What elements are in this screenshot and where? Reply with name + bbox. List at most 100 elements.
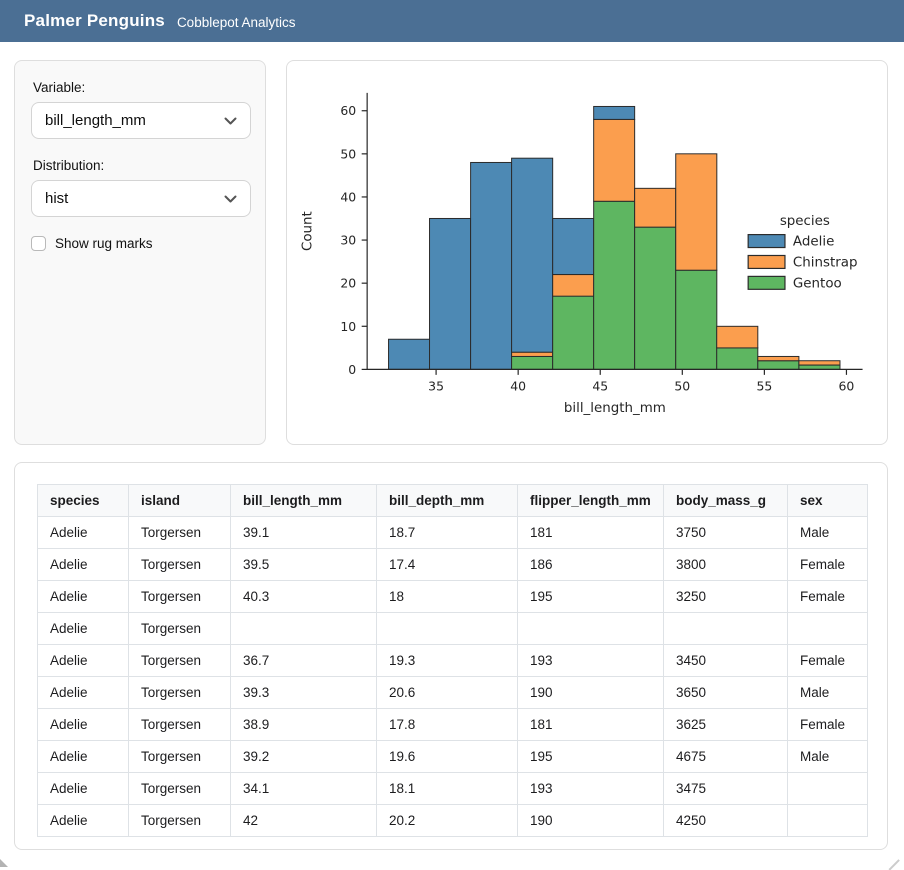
table-cell: 186 [517,548,664,581]
y-tick-label: 60 [340,103,356,118]
legend-entry-label: Adelie [793,235,834,250]
table-cell: Adelie [37,644,129,677]
column-header: island [128,484,231,517]
controls-sidebar: Variable: bill_length_mm Distribution: h… [14,60,266,445]
table-cell: 193 [517,772,664,805]
table-cell: 4250 [663,804,788,837]
histogram-bar [388,338,431,370]
table-cell: 40.3 [230,580,377,613]
histogram-bar [757,360,800,370]
column-header: sex [787,484,868,517]
y-tick-label: 0 [348,362,356,377]
table-cell [663,612,788,645]
histogram-bar [593,118,636,202]
table-cell: Adelie [37,804,129,837]
table-cell: 18 [376,580,518,613]
table-cell: Female [787,580,868,613]
table-cell: Adelie [37,740,129,773]
histogram-bar [675,153,718,271]
histogram-bar [429,217,472,370]
histogram-bar [511,351,554,357]
table-row: Adelie Torgersen 42 20.2 190 4250 [37,804,868,837]
table-row: Adelie Torgersen 34.1 18.1 193 3475 [37,772,868,805]
histogram-bar [798,360,841,366]
table-cell: Adelie [37,676,129,709]
table-cell: 4675 [663,740,788,773]
table-header-row: species island bill_length_mm bill_depth_mm… [37,484,868,517]
x-tick-label: 35 [428,378,444,393]
table-cell: 42 [230,804,377,837]
table-cell: 3750 [663,516,788,549]
histogram-bar [511,157,554,353]
table-row: Adelie Torgersen 39.2 19.6 195 4675 Male [37,740,868,773]
table-cell: 3450 [663,644,788,677]
app-title: Palmer Penguins [24,11,165,30]
table-cell: 3625 [663,708,788,741]
table-cell: 195 [517,740,664,773]
column-header: bill_length_mm [230,484,377,517]
table-cell: Adelie [37,612,129,645]
table-cell: 36.7 [230,644,377,677]
rug-checkbox[interactable] [31,236,46,251]
histogram-bar [716,325,759,349]
column-header: body_mass_g [663,484,788,517]
table-cell [787,772,868,805]
table-cell: Torgersen [128,708,231,741]
table-cell: 38.9 [230,708,377,741]
variable-select[interactable]: bill_length_mm [31,102,251,139]
y-tick-label: 50 [340,146,356,161]
histogram-bar [634,187,677,228]
y-tick-label: 30 [340,233,356,248]
y-axis-label: Count [300,211,315,251]
legend-entry-label: Gentoo [793,276,842,291]
penguins-table: species island bill_length_mm bill_depth_mm… [37,484,868,837]
table-cell: 193 [517,644,664,677]
table-card: species island bill_length_mm bill_depth_mm… [14,462,888,850]
table-cell: Torgersen [128,516,231,549]
app-header: Palmer Penguins Cobblepot Analytics [0,0,904,42]
y-tick-label: 20 [340,276,356,291]
table-cell: 18.1 [376,772,518,805]
histogram-bar [798,364,841,370]
table-cell: Adelie [37,516,129,549]
column-header: species [37,484,129,517]
table-row: Adelie Torgersen 38.9 17.8 181 3625 Female [37,708,868,741]
table-cell: 39.2 [230,740,377,773]
legend-swatch [747,275,786,290]
table-cell: Female [787,548,868,581]
histogram-bar [470,161,513,370]
table-cell: Female [787,644,868,677]
distribution-label: Distribution: [33,158,105,173]
y-tick-label: 40 [340,189,356,204]
table-row: Adelie Torgersen 39.5 17.4 186 3800 Female [37,548,868,581]
table-cell: 3250 [663,580,788,613]
table-cell: 19.6 [376,740,518,773]
table-cell: 18.7 [376,516,518,549]
distribution-select[interactable]: hist [31,180,251,217]
table-cell: 3800 [663,548,788,581]
x-tick-label: 55 [756,378,772,393]
variable-select-value: bill_length_mm [45,112,146,129]
histogram-bar [552,274,595,297]
table-cell: 34.1 [230,772,377,805]
table-cell: 181 [517,516,664,549]
legend-swatch [747,233,786,249]
table-cell: Adelie [37,548,129,581]
resize-gripper-icon [0,859,8,867]
chevron-down-icon [224,117,237,124]
histogram-bar [716,347,759,370]
table-cell: 181 [517,708,664,741]
table-cell: 3475 [663,772,788,805]
histogram-bar [552,295,595,370]
table-cell: 3650 [663,676,788,709]
histogram-bar [552,217,595,275]
table-cell: 39.3 [230,676,377,709]
y-tick-label: 10 [340,319,356,334]
table-cell: Male [787,676,868,709]
table-cell: Female [787,708,868,741]
table-cell: Torgersen [128,548,231,581]
table-cell: Torgersen [128,676,231,709]
x-tick-label: 60 [839,378,855,393]
table-row: Adelie Torgersen 39.1 18.7 181 3750 Male [37,516,868,549]
table-cell: Adelie [37,772,129,805]
